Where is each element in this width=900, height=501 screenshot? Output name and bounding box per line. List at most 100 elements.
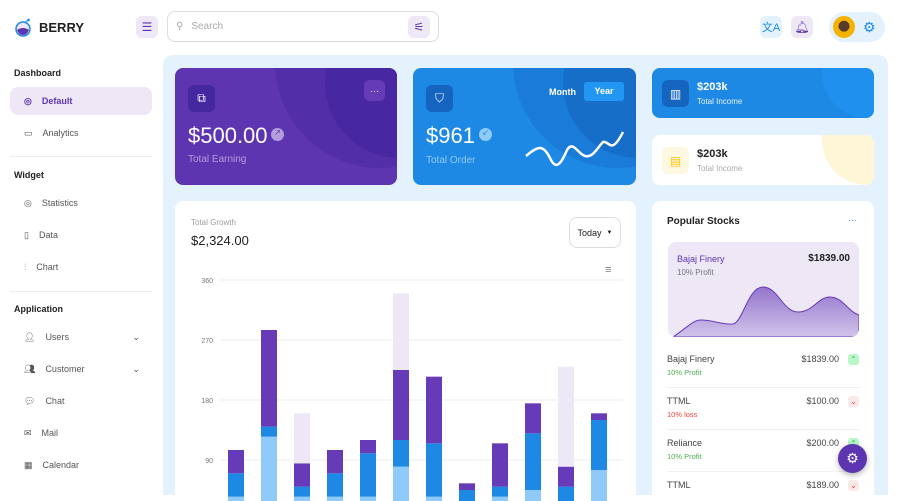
stock-row[interactable]: TTML 10% loss $100.00 ⌄ bbox=[667, 388, 859, 430]
bar-segment[interactable] bbox=[360, 453, 376, 497]
income-label: Total Income bbox=[697, 97, 743, 106]
dashboard-icon: ◎ bbox=[24, 95, 32, 106]
bar-segment[interactable] bbox=[294, 463, 310, 487]
toggle-year[interactable]: Year bbox=[584, 82, 624, 101]
more-button[interactable]: ··· bbox=[364, 80, 385, 101]
sidebar-item-customer[interactable]: 👥︎ Customer ⌄ bbox=[10, 355, 152, 383]
table-icon: ▥ bbox=[662, 80, 689, 107]
chat-icon: 💬︎ bbox=[24, 395, 36, 406]
bar-segment[interactable] bbox=[294, 413, 310, 464]
sidebar-item-users[interactable]: 👤︎ Users ⌄ bbox=[10, 323, 152, 351]
growth-label: Total Growth bbox=[191, 218, 236, 227]
menu-icon: ☰ bbox=[141, 20, 153, 34]
sidebar-item-label: Statistics bbox=[41, 198, 78, 208]
toggle-month[interactable]: Month bbox=[549, 87, 576, 97]
decor-circle bbox=[822, 68, 874, 118]
stock-name: TTML bbox=[667, 480, 691, 490]
stock-price: $200.00 bbox=[806, 438, 839, 448]
earning-icon: ⧉ bbox=[188, 85, 215, 112]
bar-segment[interactable] bbox=[426, 443, 442, 497]
bar-segment[interactable] bbox=[426, 496, 442, 501]
bar-segment[interactable] bbox=[459, 490, 475, 501]
chart-menu-icon[interactable]: ≡ bbox=[605, 264, 612, 276]
bar-segment[interactable] bbox=[294, 486, 310, 497]
sidebar-item-label: Chat bbox=[45, 396, 65, 406]
filter-icon[interactable]: ⚟ bbox=[408, 15, 430, 38]
total-earning-card: ⧉ ··· $500.00 ↗ Total Earning bbox=[175, 68, 397, 185]
sidebar-item-label: Customer bbox=[45, 364, 85, 374]
sidebar-item-mail[interactable]: ✉ Mail bbox=[10, 419, 152, 447]
bar-segment[interactable] bbox=[426, 376, 442, 444]
bar-segment[interactable] bbox=[261, 426, 277, 437]
logo[interactable]: BERRY bbox=[14, 17, 84, 37]
translate-button[interactable]: 文A bbox=[760, 16, 782, 38]
total-income-card-dark: ▥ $203k Total Income bbox=[652, 68, 874, 118]
bar-segment[interactable] bbox=[327, 496, 343, 501]
growth-value: $2,324.00 bbox=[191, 233, 249, 248]
notification-button[interactable]: 🔔︎ bbox=[791, 16, 813, 38]
stock-note: 10% loss bbox=[667, 410, 698, 419]
income-value: $203k bbox=[697, 148, 728, 160]
menu-toggle-button[interactable]: ☰ bbox=[136, 16, 158, 38]
bar-segment[interactable] bbox=[492, 443, 508, 487]
sidebar-item-chat[interactable]: 💬︎ Chat bbox=[10, 387, 152, 415]
bar-segment[interactable] bbox=[228, 450, 244, 474]
sidebar-item-default[interactable]: ◎ Default bbox=[10, 87, 152, 115]
stock-name: Reliance bbox=[667, 438, 703, 448]
featured-stock-area-chart bbox=[672, 286, 859, 337]
order-label: Total Order bbox=[426, 155, 476, 166]
bar-segment[interactable] bbox=[228, 496, 244, 501]
sidebar-item-statistics[interactable]: ◎ Statistics bbox=[10, 189, 152, 217]
bar-segment[interactable] bbox=[393, 440, 409, 467]
bar-segment[interactable] bbox=[558, 466, 574, 487]
bar-segment[interactable] bbox=[360, 496, 376, 501]
sidebar-item-label: Calendar bbox=[42, 460, 80, 470]
storefront-icon: ▤ bbox=[662, 147, 689, 174]
bar-segment[interactable] bbox=[327, 473, 343, 497]
sidebar-item-analytics[interactable]: ▭ Analytics bbox=[10, 119, 152, 147]
arrow-down-left-icon: ↙ bbox=[479, 128, 492, 141]
bar-segment[interactable] bbox=[360, 440, 376, 454]
stock-row[interactable]: Reliance 10% Profit $200.00 ⌃ bbox=[667, 430, 859, 472]
chart-icon: ⫶ bbox=[24, 261, 27, 272]
section-widget: Widget bbox=[14, 170, 44, 180]
sidebar-item-data[interactable]: ▯ Data bbox=[10, 221, 152, 249]
customize-fab-button[interactable]: ⚙ bbox=[838, 444, 867, 473]
sidebar-item-label: Users bbox=[45, 332, 69, 342]
bar-segment[interactable] bbox=[492, 496, 508, 501]
stock-row[interactable]: TTML $189.00 ⌄ bbox=[667, 472, 859, 501]
bar-segment[interactable] bbox=[459, 483, 475, 490]
bar-segment[interactable] bbox=[261, 330, 277, 427]
profile-button[interactable]: ⚙ bbox=[829, 12, 885, 42]
sidebar-item-chart[interactable]: ⫶ Chart bbox=[10, 253, 152, 281]
mail-icon: ✉ bbox=[24, 427, 32, 438]
bar-segment[interactable] bbox=[393, 370, 409, 440]
income-value: $203k bbox=[697, 81, 728, 93]
bar-segment[interactable] bbox=[558, 366, 574, 467]
featured-stock-note: 10% Profit bbox=[677, 268, 714, 277]
sidebar-item-calendar[interactable]: ▦ Calendar bbox=[10, 451, 152, 479]
bar-segment[interactable] bbox=[327, 450, 343, 474]
bar-segment[interactable] bbox=[294, 496, 310, 501]
bar-segment[interactable] bbox=[228, 473, 244, 497]
gear-icon: ⚙ bbox=[863, 18, 876, 35]
bar-segment[interactable] bbox=[591, 420, 607, 470]
clipboard-icon: ▯ bbox=[24, 229, 29, 240]
bar-segment[interactable] bbox=[492, 486, 508, 497]
stock-row[interactable]: Bajaj Finery 10% Profit $1839.00 ⌃ bbox=[667, 346, 859, 388]
more-horizontal-icon[interactable]: ··· bbox=[848, 215, 857, 225]
bar-segment[interactable] bbox=[393, 293, 409, 370]
search-placeholder: Search bbox=[191, 21, 224, 32]
translate-icon: 文A bbox=[761, 22, 781, 34]
bar-segment[interactable] bbox=[525, 433, 541, 490]
bar-segment[interactable] bbox=[591, 470, 607, 501]
bar-segment[interactable] bbox=[591, 413, 607, 420]
bar-segment[interactable] bbox=[393, 466, 409, 501]
period-select[interactable]: Today ▼ bbox=[569, 217, 621, 248]
bar-segment[interactable] bbox=[261, 436, 277, 501]
arrow-up-right-icon: ↗ bbox=[271, 128, 284, 141]
bar-segment[interactable] bbox=[525, 403, 541, 434]
search-input[interactable]: ⚲ Search ⚟ bbox=[167, 11, 439, 42]
bar-segment[interactable] bbox=[525, 490, 541, 501]
chevron-up-icon: ⌃ bbox=[848, 438, 859, 449]
